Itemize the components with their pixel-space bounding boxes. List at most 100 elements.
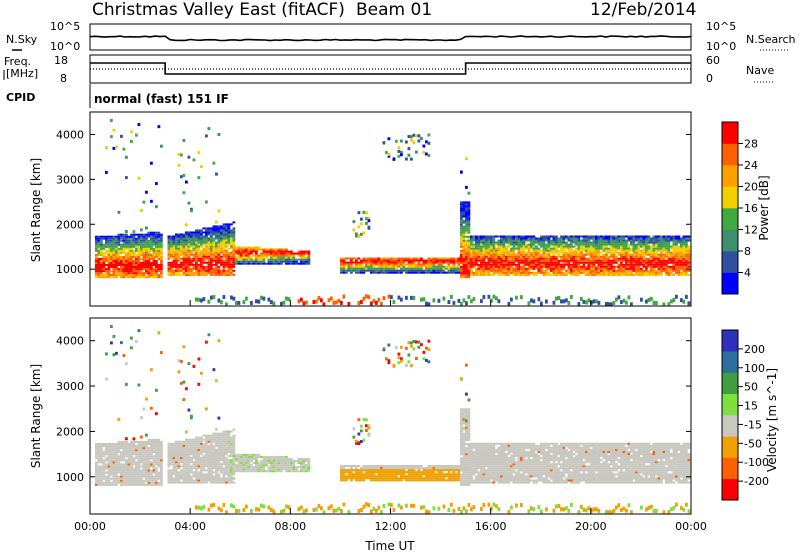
- power-cell: [170, 271, 173, 274]
- power-cell: [485, 255, 488, 258]
- power-cell: [637, 251, 641, 254]
- velocity-cell: [220, 446, 223, 449]
- power-cell: [617, 241, 621, 244]
- power-cell: [627, 269, 631, 272]
- velocity-cell: [122, 455, 126, 458]
- power-cell: [665, 251, 668, 254]
- velocity-cell: [95, 475, 98, 478]
- velocity-cell: [95, 449, 98, 452]
- power-cell: [105, 264, 108, 267]
- power-cell: [672, 257, 676, 260]
- power-cell: [520, 265, 523, 268]
- power-cell: [647, 269, 651, 272]
- velocity-cell: [170, 450, 173, 453]
- power-cell: [145, 276, 148, 279]
- power-cell: [570, 251, 573, 254]
- power-cell: [110, 270, 113, 273]
- power-cell: [560, 241, 563, 244]
- power-cell: [657, 257, 661, 260]
- power-cell: [607, 302, 611, 307]
- power-cell: [640, 263, 643, 266]
- power-cell: [602, 237, 606, 240]
- power-cell: [607, 247, 611, 250]
- power-cell: [595, 271, 598, 274]
- velocity-cell: [142, 449, 146, 452]
- velocity-cell: [140, 457, 143, 460]
- power-cell: [550, 247, 553, 250]
- velocity-cell: [200, 438, 203, 441]
- power-cell: [237, 256, 241, 259]
- power-cell: [680, 239, 683, 242]
- power-cell: [537, 249, 541, 252]
- power-cell: [552, 237, 556, 240]
- power-cell: [465, 251, 468, 254]
- power-cell: [602, 259, 606, 262]
- velocity-cell: [185, 479, 188, 482]
- power-cell: [277, 256, 281, 259]
- power-cell: [572, 255, 576, 258]
- power-cell: [512, 247, 516, 250]
- power-cell: [627, 263, 631, 266]
- power-cell: [467, 215, 471, 218]
- power-cell: [212, 257, 216, 260]
- velocity-cell: [175, 457, 178, 460]
- velocity-cell: [150, 469, 153, 472]
- power-cell: [140, 243, 143, 246]
- power-cell: [490, 263, 493, 266]
- power-cell: [167, 265, 171, 268]
- power-cell: [120, 245, 123, 248]
- power-cell: [597, 237, 601, 240]
- velocity-cell: [110, 481, 113, 484]
- power-x-axis: [89, 300, 692, 306]
- power-cell: [172, 261, 176, 264]
- power-cell: [450, 294, 453, 299]
- power-cell: [132, 230, 136, 234]
- velocity-cell: [147, 469, 151, 472]
- power-cell: [180, 239, 183, 242]
- power-cell: [527, 265, 531, 268]
- power-cell: [350, 271, 353, 274]
- power-cell: [177, 249, 181, 252]
- power-cell: [537, 247, 541, 250]
- power-cell: [157, 233, 161, 236]
- power-cell: [97, 270, 101, 273]
- power-cell: [195, 233, 198, 236]
- power-cell: [132, 241, 136, 244]
- power-cell: [177, 247, 181, 250]
- power-cell: [467, 295, 471, 300]
- power-cell: [125, 259, 128, 262]
- power-cell: [497, 265, 501, 268]
- power-cell: [612, 259, 616, 262]
- power-cell: [567, 257, 571, 260]
- velocity-cell: [220, 479, 223, 482]
- power-cell: [107, 255, 111, 258]
- power-cell: [545, 259, 548, 262]
- power-cell: [377, 265, 381, 268]
- power-cell: [435, 259, 438, 262]
- velocity-cell: [197, 481, 201, 484]
- power-cell: [297, 262, 301, 265]
- power-cell: [192, 158, 196, 162]
- velocity-cell: [185, 463, 188, 466]
- power-cell: [137, 247, 141, 250]
- power-cell: [667, 302, 671, 307]
- power-cell: [102, 257, 106, 260]
- power-cell: [507, 267, 511, 270]
- power-cell: [480, 265, 483, 268]
- power-cell: [595, 243, 598, 246]
- power-cell: [497, 257, 501, 260]
- velocity-cell: [170, 481, 173, 484]
- velocity-cell: [177, 450, 181, 453]
- velocity-cell: [207, 446, 211, 449]
- power-cell: [157, 231, 161, 234]
- power-cell: [612, 273, 616, 276]
- velocity-cell: [197, 457, 201, 460]
- velocity-cell: [175, 440, 178, 443]
- power-cell: [600, 239, 603, 242]
- power-cell: [155, 255, 158, 258]
- power-cell: [525, 253, 528, 256]
- power-cell: [630, 265, 633, 268]
- power-cell: [607, 255, 611, 258]
- velocity-cell: [100, 453, 103, 456]
